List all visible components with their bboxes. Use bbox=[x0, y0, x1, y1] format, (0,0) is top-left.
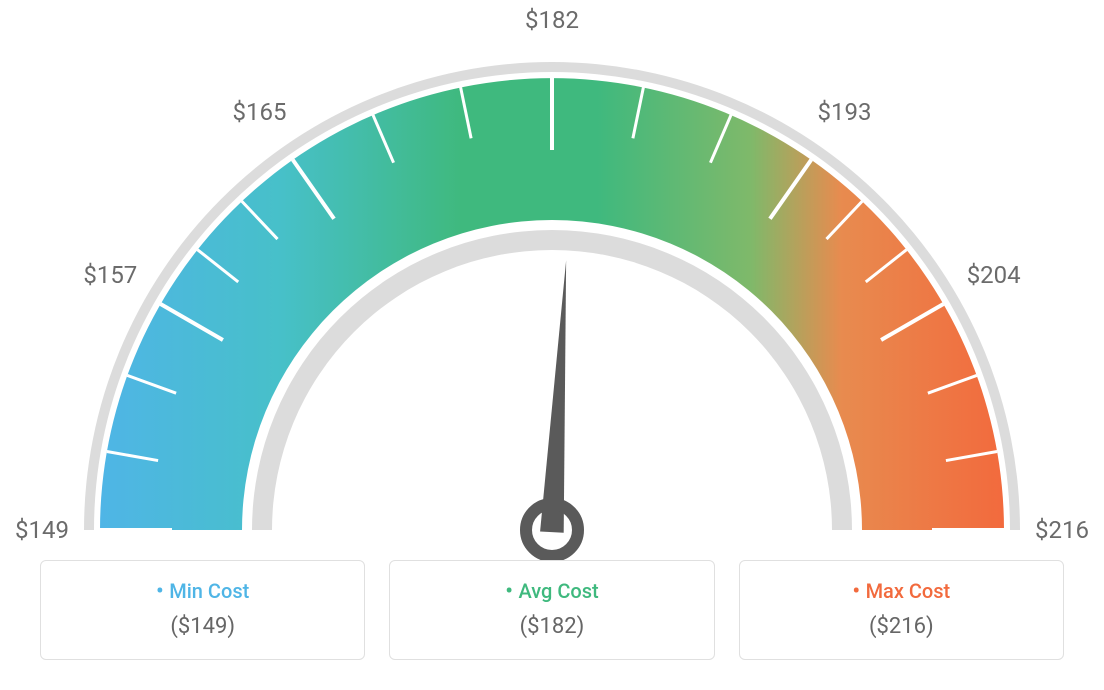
legend-card-min: Min Cost ($149) bbox=[40, 560, 365, 660]
gauge-svg bbox=[0, 0, 1104, 560]
gauge-tick-label: $165 bbox=[232, 98, 286, 126]
needle bbox=[540, 260, 566, 532]
gauge-tick-label: $193 bbox=[818, 98, 872, 126]
gauge-area: $149 $157 $165 $182 $193 $204 $216 bbox=[0, 0, 1104, 560]
gauge-tick-label: $204 bbox=[967, 261, 1021, 289]
gauge-tick-label: $149 bbox=[15, 516, 69, 544]
legend-row: Min Cost ($149) Avg Cost ($182) Max Cost… bbox=[0, 560, 1104, 684]
legend-max-value: ($216) bbox=[740, 614, 1063, 639]
legend-min-label: Min Cost bbox=[41, 579, 364, 604]
legend-max-label: Max Cost bbox=[740, 579, 1063, 604]
gauge-tick-label: $157 bbox=[83, 261, 137, 289]
legend-card-avg: Avg Cost ($182) bbox=[389, 560, 714, 660]
legend-avg-value: ($182) bbox=[390, 614, 713, 639]
gauge-tick-label: $216 bbox=[1035, 516, 1089, 544]
legend-card-max: Max Cost ($216) bbox=[739, 560, 1064, 660]
legend-avg-label: Avg Cost bbox=[390, 579, 713, 604]
chart-container: $149 $157 $165 $182 $193 $204 $216 Min Cost ($… bbox=[0, 0, 1104, 690]
gauge-tick-label: $182 bbox=[525, 6, 579, 34]
legend-min-value: ($149) bbox=[41, 614, 364, 639]
